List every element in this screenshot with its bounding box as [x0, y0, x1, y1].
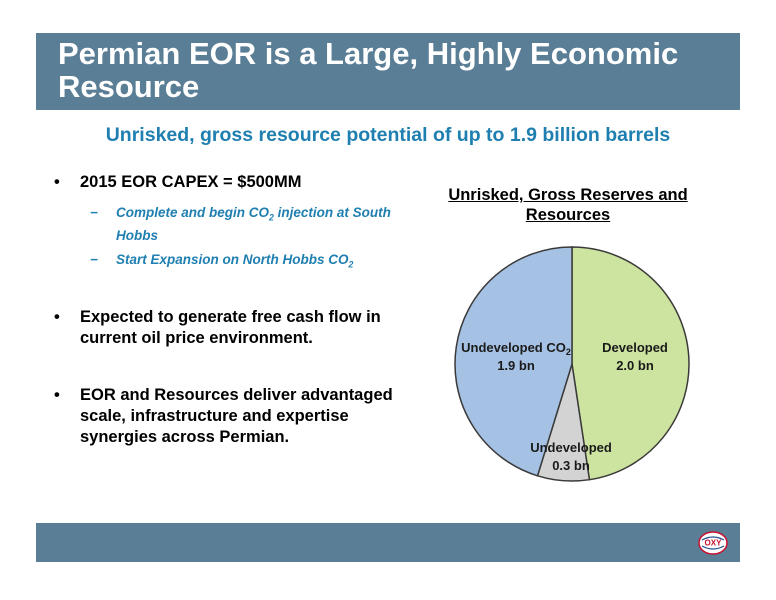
pie-value-label: 1.9 bn	[497, 358, 535, 373]
logo-text: OXY	[705, 539, 723, 548]
pie-value-label: 2.0 bn	[616, 358, 654, 373]
footer-bar: 24	[36, 523, 740, 562]
title-bar: Permian EOR is a Large, Highly Economic …	[36, 33, 740, 110]
bullet-dot: •	[54, 386, 60, 404]
bullet-dot: •	[54, 308, 60, 326]
chart-title: Unrisked, Gross Reserves and Resources	[448, 186, 688, 224]
page-title: Permian EOR is a Large, Highly Economic …	[58, 36, 679, 104]
pie-label: Developed	[602, 340, 668, 355]
sub-bullet-text: Start Expansion on North Hobbs CO2	[116, 252, 354, 270]
sub-bullet-text: Complete and begin CO2 injection at Sout…	[116, 205, 391, 243]
page-subtitle: Unrisked, gross resource potential of up…	[105, 124, 671, 146]
pie-label: Undeveloped CO2	[461, 340, 571, 357]
sub-bullet-dash: −	[90, 252, 98, 267]
bullet-dot: •	[54, 173, 60, 191]
pie-value-label: 0.3 bn	[552, 458, 590, 473]
sub-bullet-dash: −	[90, 205, 98, 220]
bullet-text: Expected to generate free cash flow in c…	[80, 308, 381, 347]
bullet-text: EOR and Resources deliver advantaged sca…	[80, 386, 393, 446]
oxy-logo: OXY	[698, 531, 728, 555]
bullet-text: 2015 EOR CAPEX = $500MM	[80, 173, 302, 191]
pie-label: Undeveloped	[530, 440, 612, 455]
pie-slice-undeveloped-co	[454, 246, 573, 477]
pie-slice-developed	[571, 246, 690, 481]
